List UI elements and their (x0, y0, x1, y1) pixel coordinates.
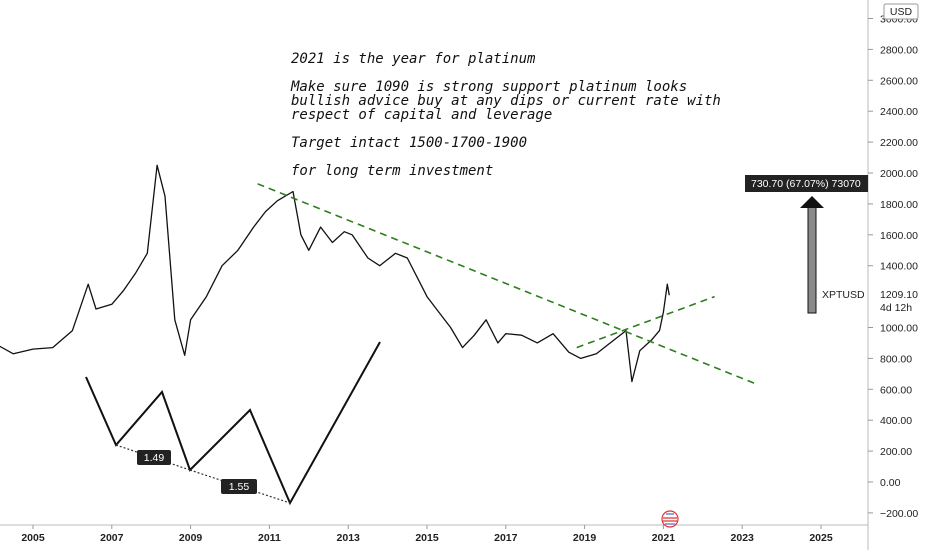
x-tick-label: 2015 (415, 532, 439, 544)
measure-label-text: 730.70 (67.07%) 73070 (751, 178, 861, 190)
y-tick-label: 1000.00 (880, 323, 918, 335)
y-tick-label: 400.00 (880, 415, 912, 427)
note-line-2: Make sure 1090 is strong support platinu… (291, 79, 688, 95)
note-line-6: for long term investment (291, 163, 494, 179)
y-tick-label: 2000.00 (880, 168, 918, 180)
current-price-label[interactable]: XPTUSD 1209.10 4d 12h (822, 289, 918, 314)
price-countdown: 4d 12h (880, 302, 912, 314)
currency-label: USD (890, 6, 913, 18)
ratio-label-2: 1.55 (221, 479, 257, 494)
x-tick-label: 2005 (21, 532, 45, 544)
y-tick-label: 1800.00 (880, 199, 918, 211)
ratio-label-1-text: 1.49 (144, 452, 165, 464)
y-tick-label: 600.00 (880, 384, 912, 396)
price-series-line (0, 164, 670, 383)
y-tick-label: 1400.00 (880, 261, 918, 273)
currency-badge[interactable]: USD (883, 3, 919, 20)
price-value: 1209.10 (880, 289, 918, 301)
note-line-4: respect of capital and leverage (291, 107, 553, 123)
x-tick-label: 2011 (258, 532, 281, 544)
plot-area (0, 164, 755, 384)
ratio-label-1: 1.49 (137, 450, 171, 465)
x-tick-label: 2019 (573, 532, 597, 544)
x-tick-label: 2021 (652, 532, 676, 544)
price-symbol: XPTUSD (822, 289, 865, 301)
note-line-3: bullish advice buy at any dips or curren… (291, 93, 721, 109)
x-tick-label: 2017 (494, 532, 518, 544)
measure-label: 730.70 (67.07%) 73070 (745, 175, 868, 192)
x-tick-label: 2025 (809, 532, 833, 544)
y-tick-label: 2200.00 (880, 137, 918, 149)
y-tick-label: 1600.00 (880, 230, 918, 242)
y-tick-label: 2600.00 (880, 75, 918, 87)
y-tick-label: 2400.00 (880, 106, 918, 118)
trendline-1[interactable] (257, 183, 755, 384)
tradingview-event-icon[interactable] (661, 510, 679, 528)
y-tick-label: 200.00 (880, 446, 912, 458)
y-tick-label: −200.00 (880, 508, 918, 520)
measure-arrow (800, 196, 824, 314)
x-tick-label: 2023 (731, 532, 755, 544)
y-tick-label: 0.00 (880, 477, 901, 489)
trendline-2[interactable] (576, 295, 715, 349)
y-tick-label: 2800.00 (880, 44, 918, 56)
y-tick-label: 800.00 (880, 353, 912, 365)
zigzag-pattern: 1.49 1.55 (85, 341, 381, 506)
ratio-label-2-text: 1.55 (229, 481, 250, 493)
x-tick-label: 2013 (337, 532, 361, 544)
price-axis[interactable]: 3000.002800.002600.002400.002200.002000.… (867, 0, 918, 550)
note-line-5: Target intact 1500-1700-1900 (291, 135, 528, 151)
x-tick-label: 2007 (100, 532, 124, 544)
x-tick-label: 2009 (179, 532, 203, 544)
note-line-1: 2021 is the year for platinum (291, 51, 536, 67)
time-axis[interactable]: 2005 2007 2009 2011 2013 2015 2017 2019 2021 2023… (0, 524, 868, 544)
